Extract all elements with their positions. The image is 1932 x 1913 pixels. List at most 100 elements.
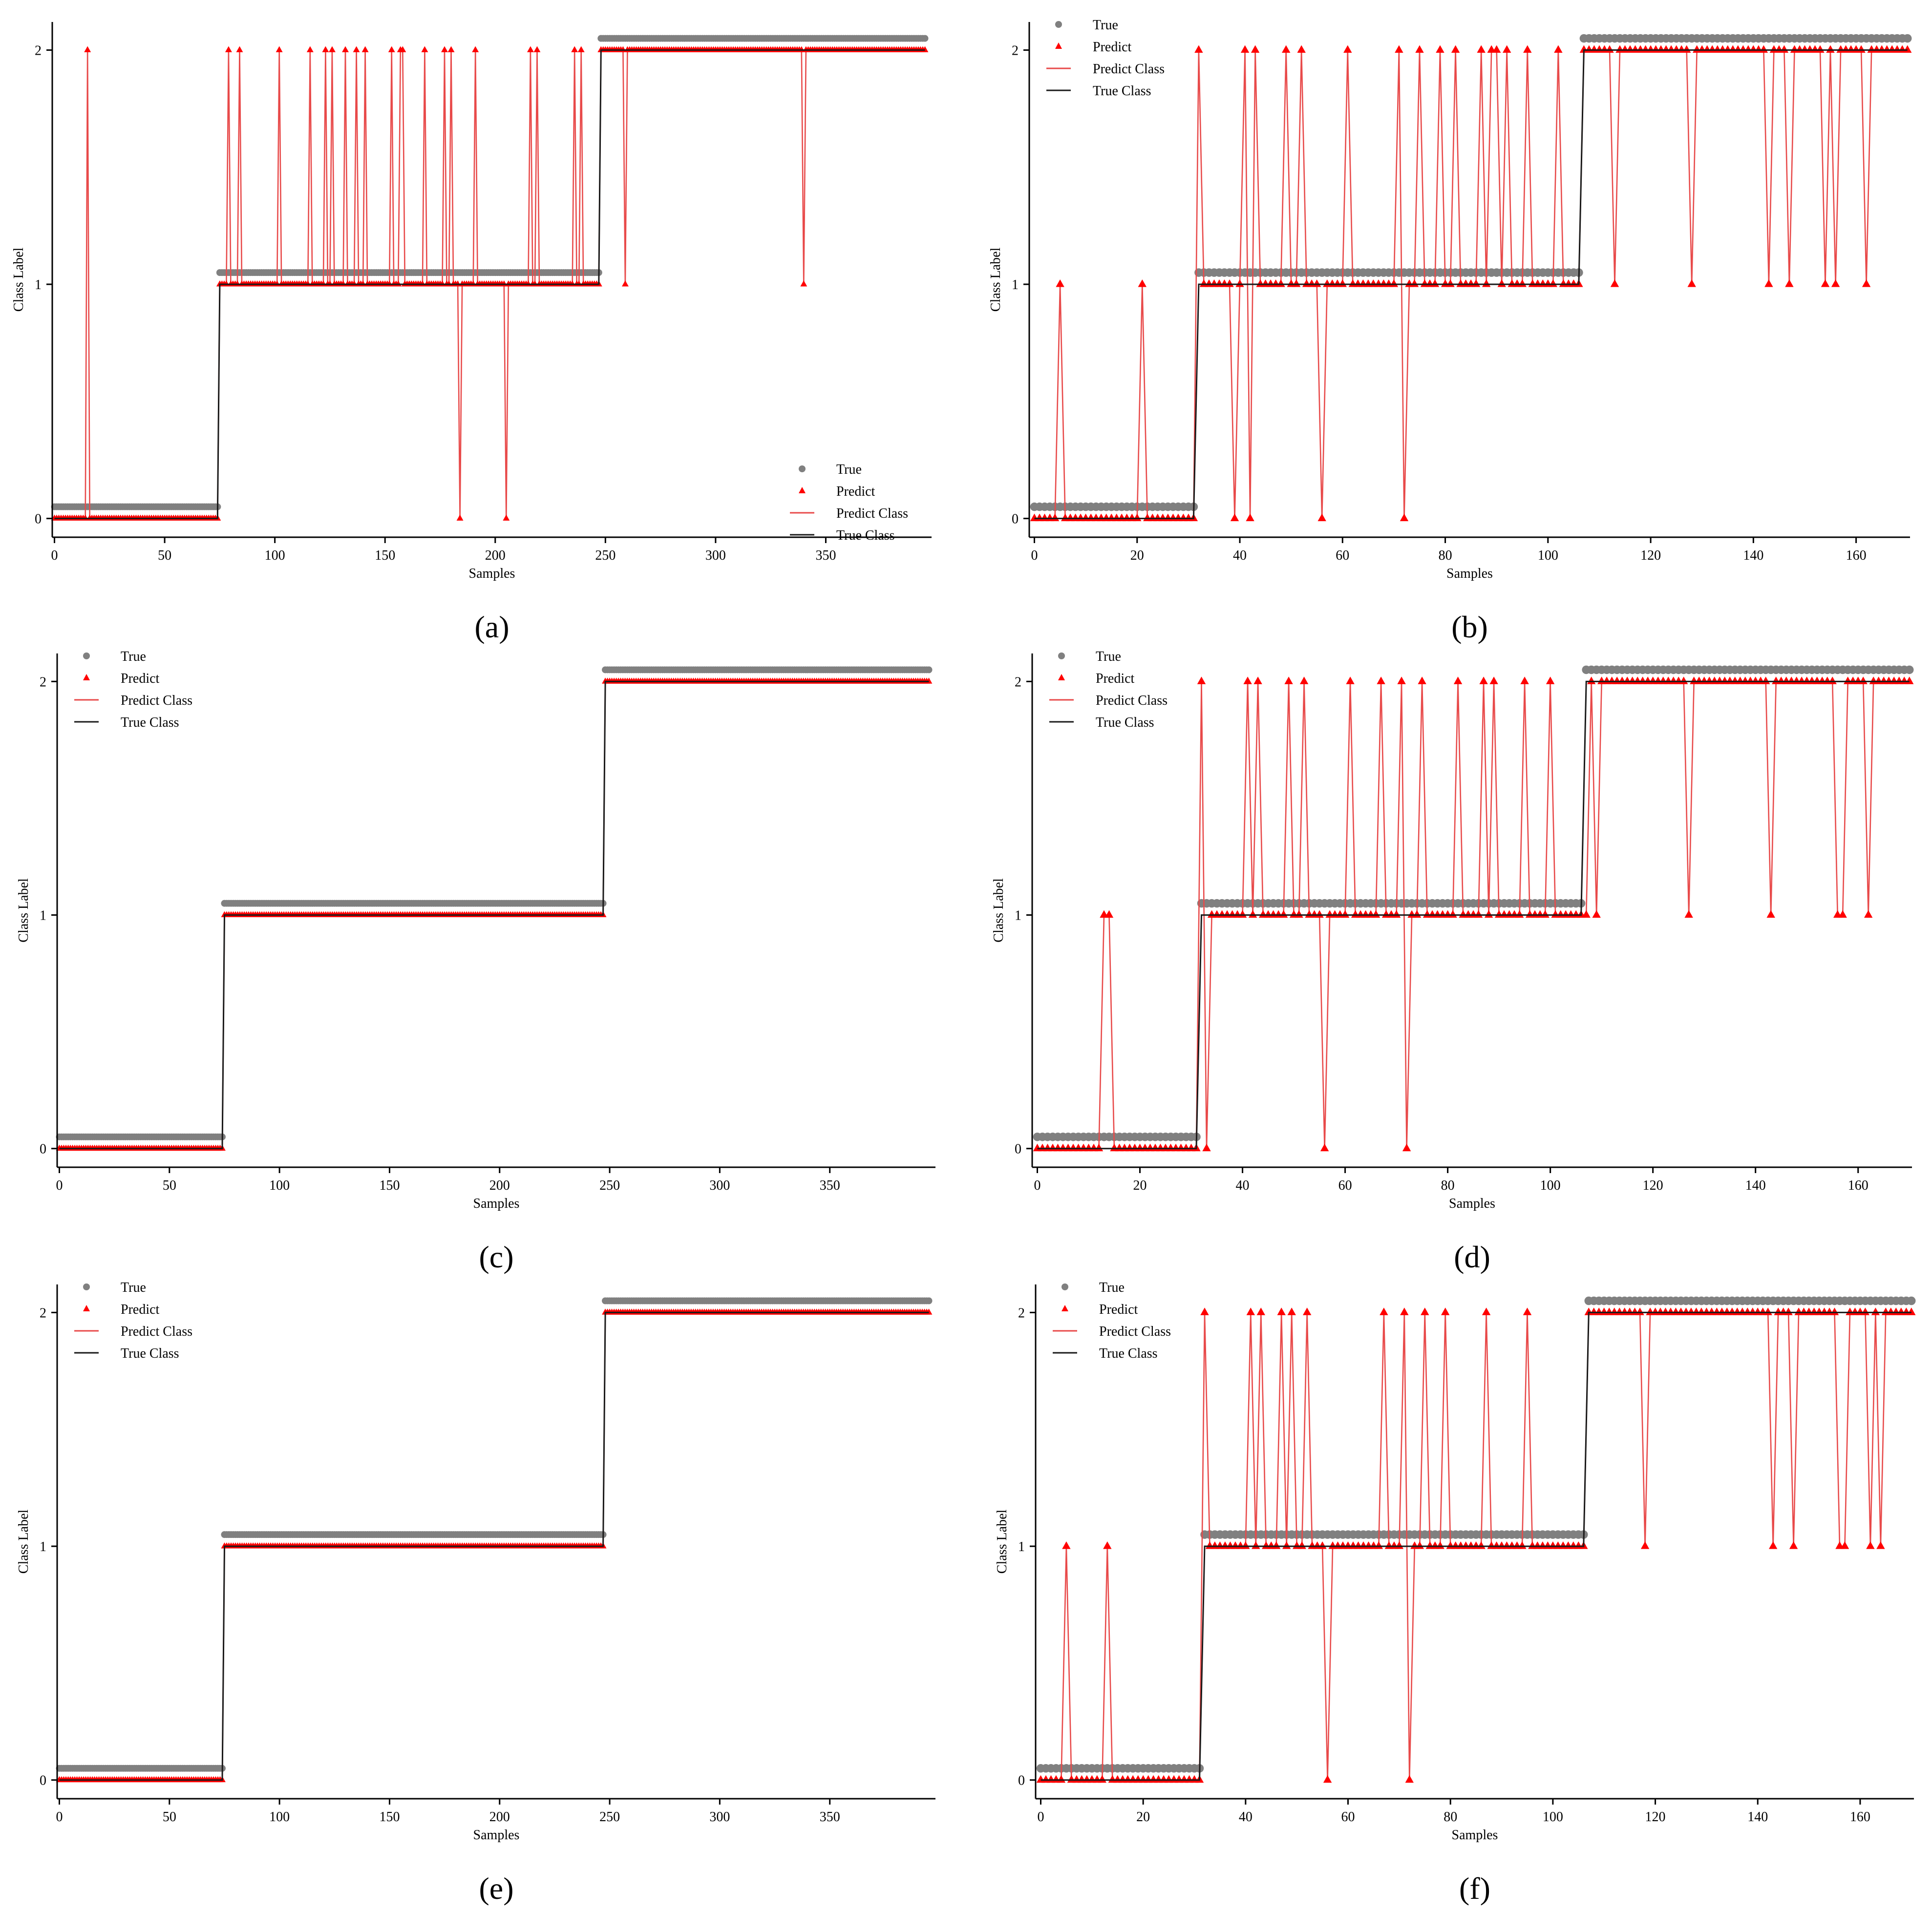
x-tick-label: 60 [1338,1178,1352,1193]
legend-label: Predict Class [1096,693,1168,708]
true-point [1903,34,1912,43]
predict-point [306,46,314,52]
legend-label: Predict [121,1302,160,1317]
predict-point [1592,910,1601,918]
predict-point [1317,513,1326,522]
x-tick-label: 20 [1130,548,1144,563]
predict-point [1050,513,1060,522]
predict-point [388,46,395,52]
predict-point [1303,1307,1312,1315]
true-point [921,35,929,42]
x-tick-label: 300 [709,1178,730,1193]
x-tick-label: 80 [1439,548,1452,563]
x-tick-label: 200 [485,548,506,563]
predict-point [1253,676,1262,684]
x-tick-label: 300 [705,548,726,563]
chart-panel-d: 0 20 40 60 80 100 120 140 160 0 1 2 Samples Class Lab… [991,649,1914,1274]
predict-point [1057,1775,1066,1783]
x-tick-label: 250 [595,548,616,563]
predict-point [1816,45,1825,53]
predict-point [1104,910,1114,918]
predict-point [1238,910,1247,918]
x-tick-label: 350 [820,1809,840,1825]
x-tick-label: 300 [709,1809,730,1825]
x-axis-label: Samples [1452,1828,1498,1843]
x-axis-label: Samples [473,1196,520,1211]
y-tick-label: 1 [40,1539,46,1555]
predict-point [1246,1307,1255,1315]
predict-point [1299,676,1309,684]
predict-point [1282,1541,1291,1549]
x-axis-label: Samples [1449,1196,1495,1211]
x-tick-label: 50 [163,1809,176,1825]
predict-point [456,514,464,521]
predict-point [1318,1541,1327,1549]
legend-label: True Class [121,1346,179,1361]
x-tick-label: 0 [51,548,58,563]
predict-point [1248,910,1257,918]
legend-label: Predict Class [1093,62,1165,77]
legend-label: True [836,462,862,477]
x-tick-label: 120 [1645,1809,1666,1825]
predict-point [1489,676,1498,684]
x-tick-label: 160 [1850,1809,1870,1825]
predict-point [1635,1307,1644,1315]
chart-panel-c: 0 50 100 150 200 250 300 350 0 1 2 Samples Class Lab… [16,649,935,1274]
legend-label: True [1099,1280,1125,1295]
predict-point [1313,279,1321,287]
predict-point [1279,910,1288,918]
x-tick-label: 150 [379,1809,400,1825]
y-tick-label: 2 [1018,1305,1025,1321]
predict-point [1377,676,1385,684]
legend-true-dot [1055,21,1062,28]
predict-point [1133,513,1142,522]
predict-point [1862,279,1871,287]
x-tick-label: 150 [375,548,395,563]
y-tick-label: 1 [40,908,46,924]
predict-point [1474,910,1483,918]
predict-point [1243,676,1252,684]
predict-point [527,46,534,52]
predict-point [1340,910,1350,918]
true-class-line [1034,49,1908,520]
y-tick-label: 1 [1015,908,1021,924]
predict-point [1789,1541,1798,1549]
x-tick-label: 350 [815,548,836,563]
legend-label: Predict [1099,1302,1138,1317]
true-class-line [54,49,925,520]
legend-label: Predict Class [836,506,908,521]
predict-point [1276,279,1285,287]
chart-panel-e: 0 50 100 150 200 250 300 350 0 1 2 Samples Class Lab… [16,1280,935,1906]
predict-point [1138,279,1146,287]
x-axis-label: Samples [469,566,515,581]
predict-point [329,46,336,52]
predict-point [1503,45,1511,53]
predict-point [1640,1541,1650,1549]
predict-point [1240,45,1250,53]
predict-point [1410,279,1419,287]
predict-point [1784,1307,1793,1315]
predict-point [1582,910,1591,918]
legend-true-dot [83,1283,90,1290]
true-point [1905,665,1914,674]
predict-point [1284,676,1293,684]
predict-point [1421,1307,1429,1315]
predict-point [1687,279,1696,287]
x-tick-label: 80 [1441,1178,1455,1193]
chart-panel-b: 0 20 40 60 80 100 120 140 160 0 1 2 Samples Class Lab… [988,18,1912,644]
predict-point [1759,45,1768,53]
predict-point [225,46,232,52]
predict-point [1256,1307,1265,1315]
predict-point [1405,1775,1414,1783]
legend-label: Predict [1096,671,1135,686]
predict-point [1876,1541,1885,1549]
x-tick-label: 200 [489,1178,510,1193]
predict-point [1523,1307,1532,1315]
predict-point [1679,676,1688,684]
y-tick-label: 0 [1012,512,1019,527]
x-tick-label: 60 [1341,1809,1355,1825]
predict-point [1397,676,1406,684]
predict-point [1766,910,1775,918]
predict-point [1415,1541,1424,1549]
predict-point [1479,676,1488,684]
